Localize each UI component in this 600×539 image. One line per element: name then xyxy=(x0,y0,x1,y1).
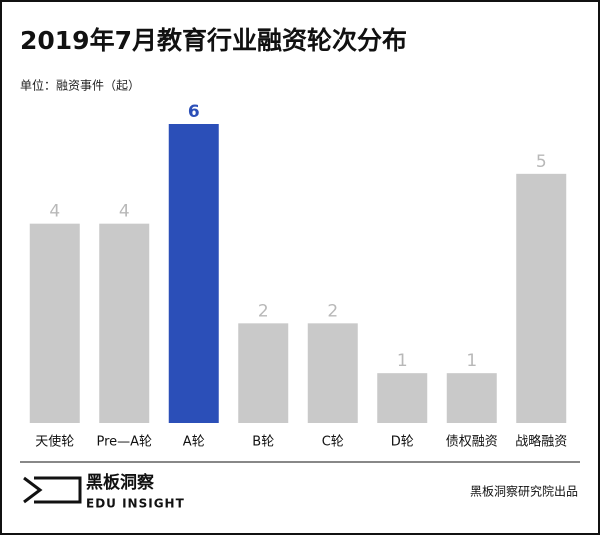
bar xyxy=(446,373,497,423)
x-tick-label: C轮 xyxy=(322,435,344,450)
bar xyxy=(29,223,80,423)
x-tick-label: 天使轮 xyxy=(35,434,74,450)
chart-title: 2019年7月教育行业融资轮次分布 xyxy=(20,26,407,55)
bar xyxy=(168,124,219,423)
value-label: 2 xyxy=(327,301,338,321)
logo-sub: EDU INSIGHT xyxy=(86,497,185,511)
x-tick-label: D轮 xyxy=(391,435,414,450)
value-label: 6 xyxy=(188,102,200,122)
bar xyxy=(377,373,428,423)
bar xyxy=(99,223,150,423)
source: 黑板洞察研究院出品 xyxy=(470,484,578,499)
logo-icon xyxy=(23,476,82,504)
x-tick-label: Pre—A轮 xyxy=(96,435,152,450)
logo-name: 黑板洞察 xyxy=(86,472,155,493)
x-tick-label: B轮 xyxy=(252,435,274,450)
value-label: 5 xyxy=(536,152,547,172)
chart-subtitle: 单位：融资事件（起） xyxy=(20,78,140,93)
value-label: 4 xyxy=(119,202,130,222)
value-label: 4 xyxy=(49,202,60,222)
value-label: 1 xyxy=(397,351,408,371)
bar xyxy=(238,323,289,423)
value-label: 2 xyxy=(258,301,269,321)
x-tick-label: A轮 xyxy=(183,435,205,450)
bar xyxy=(516,173,567,423)
x-tick-label: 战略融资 xyxy=(515,434,567,450)
value-label: 1 xyxy=(466,351,477,371)
bar xyxy=(307,323,358,423)
x-tick-label: 债权融资 xyxy=(446,434,498,450)
